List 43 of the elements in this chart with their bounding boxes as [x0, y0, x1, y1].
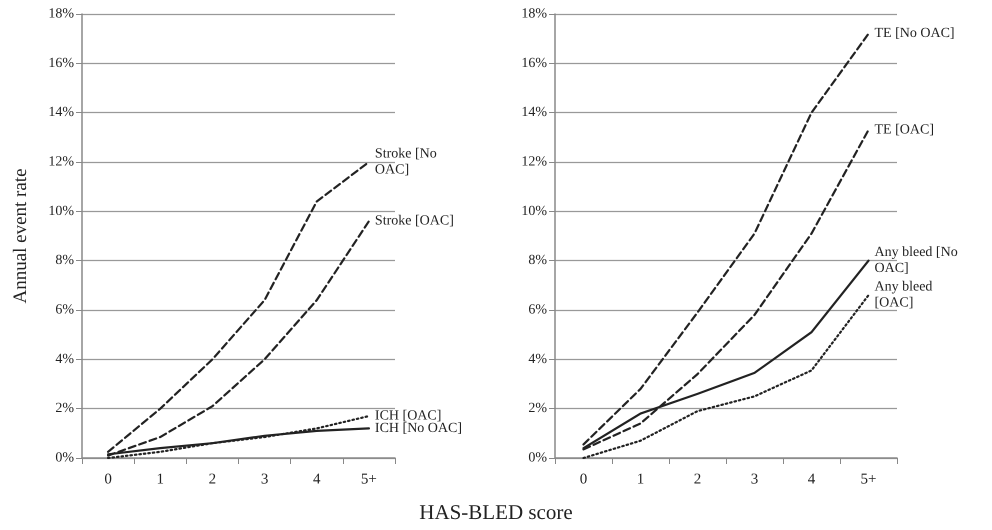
series-label: ICH [No OAC] — [374, 420, 462, 436]
y-tick-label: 10% — [48, 204, 74, 219]
y-tick-label: 14% — [48, 105, 74, 120]
y-tick-label: 18% — [48, 6, 74, 22]
x-tick-label: 3 — [260, 472, 268, 488]
y-tick-label: 16% — [521, 56, 548, 71]
x-axis-title: HAS-BLED score — [418, 500, 574, 525]
y-tick-label: 18% — [521, 6, 548, 22]
x-tick-label: 3 — [750, 472, 758, 488]
y-tick-label: 12% — [48, 154, 74, 170]
series-label: Any bleed [OAC] — [874, 280, 936, 311]
x-tick-label: 4 — [808, 472, 816, 488]
y-tick-label: 14% — [521, 105, 548, 120]
line-series — [582, 32, 870, 446]
y-tick-label: 12% — [521, 154, 548, 170]
y-tick-label: 0% — [55, 450, 74, 466]
y-tick-label: 4% — [528, 352, 548, 367]
x-tick-label: 4 — [313, 472, 321, 488]
y-tick-label: 6% — [528, 302, 548, 318]
series-label: Stroke [No OAC] — [374, 146, 440, 178]
y-tick-label: 2% — [528, 401, 548, 416]
y-tick-label: 0% — [528, 450, 548, 466]
x-tick-label: 2 — [694, 472, 702, 488]
y-tick-label: 16% — [48, 56, 74, 71]
x-tick-label: 1 — [636, 472, 644, 488]
x-tick-label: 2 — [208, 472, 216, 488]
series-label: Stroke [OAC] — [374, 214, 454, 229]
y-tick-label: 10% — [521, 204, 548, 219]
x-tick-label: 5+ — [360, 472, 377, 488]
x-tick-label: 5+ — [860, 472, 876, 488]
x-tick-label: 0 — [580, 472, 588, 488]
x-tick-label: 0 — [104, 472, 112, 488]
y-tick-label: 4% — [55, 352, 74, 367]
series-label: TE [No OAC] — [874, 26, 955, 42]
y-tick-label: 8% — [55, 253, 74, 268]
series-label: Any bleed [No OAC] — [874, 245, 962, 276]
y-tick-label: 2% — [55, 401, 74, 416]
y-axis-title: Annual event rate — [10, 168, 31, 304]
x-tick-label: 1 — [156, 472, 164, 488]
line-series — [582, 294, 870, 460]
series-label: TE [OAC] — [874, 122, 934, 138]
y-tick-label: 6% — [55, 302, 74, 318]
y-tick-label: 8% — [528, 253, 548, 268]
